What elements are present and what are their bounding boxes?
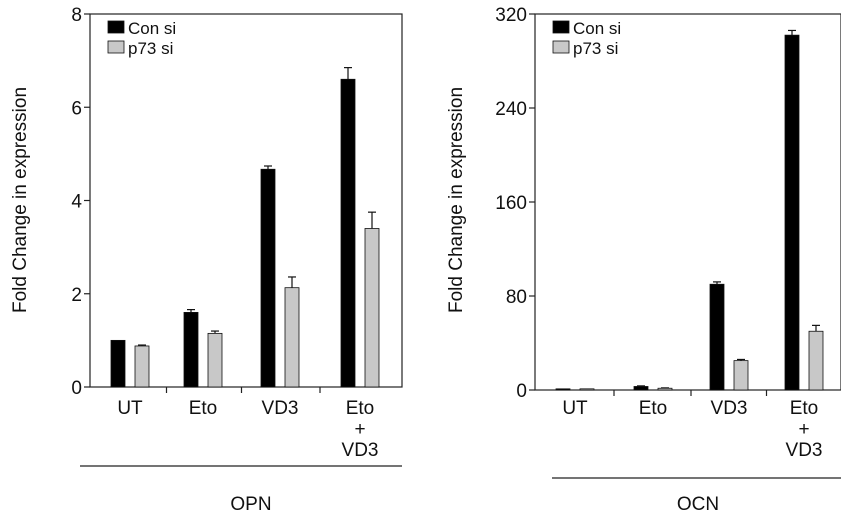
x-tick-label: VD3 — [262, 398, 299, 419]
x-tick-label: UT — [562, 398, 588, 419]
bar — [183, 311, 199, 388]
bar — [808, 330, 824, 391]
y-axis-label: Fold Change in expression — [446, 87, 467, 313]
y-tick-label: 160 — [495, 193, 527, 214]
x-tick-label: VD3 — [786, 440, 823, 461]
x-tick-label: + — [798, 419, 809, 440]
x-tick-label: + — [354, 419, 365, 440]
x-tick-label: Eto — [346, 398, 375, 419]
bar — [284, 287, 300, 388]
chart-ocn: 0 80 160 240 320 Fold Change in expression UT E… — [446, 5, 841, 515]
legend-label: Con si — [573, 19, 621, 38]
x-tick-label: Eto — [639, 398, 668, 419]
x-tick-label: UT — [117, 398, 143, 419]
y-tick-label: 0 — [71, 378, 82, 399]
legend-label: p73 si — [128, 39, 173, 58]
y-axis-label: Fold Change in expression — [10, 87, 31, 313]
bar — [340, 78, 356, 388]
y-tick-label: 4 — [71, 192, 82, 213]
x-tick-label: VD3 — [342, 440, 379, 461]
x-tick-label: Eto — [189, 398, 218, 419]
group-label: OCN — [677, 494, 719, 515]
chart-opn: 0 2 4 6 8 Fold Change in expression UT Eto VD3 Et… — [10, 5, 403, 515]
y-tick-label: 6 — [71, 98, 82, 119]
y-tick-label: 80 — [506, 287, 527, 308]
legend-label: p73 si — [573, 39, 618, 58]
x-tick-label: Eto — [790, 398, 819, 419]
y-tick-label: 320 — [495, 5, 527, 26]
bar — [784, 34, 800, 391]
bar — [657, 387, 673, 391]
bar — [207, 332, 223, 388]
y-tick-label: 240 — [495, 99, 527, 120]
bar — [110, 339, 126, 388]
y-tick-label: 2 — [71, 285, 82, 306]
bar — [633, 386, 649, 391]
group-label: OPN — [230, 494, 271, 515]
legend-swatch — [552, 40, 570, 54]
bar — [733, 360, 749, 391]
bar — [134, 345, 150, 388]
bar — [260, 168, 276, 388]
legend-swatch — [107, 40, 125, 54]
bar — [709, 283, 725, 391]
legend-swatch — [107, 20, 125, 34]
legend-label: Con si — [128, 19, 176, 38]
y-tick-label: 0 — [516, 381, 527, 402]
bar — [579, 388, 595, 391]
legend-swatch — [552, 20, 570, 34]
bar — [364, 228, 380, 388]
y-tick-label: 8 — [71, 5, 82, 26]
bar — [555, 388, 571, 391]
x-tick-label: VD3 — [711, 398, 748, 419]
